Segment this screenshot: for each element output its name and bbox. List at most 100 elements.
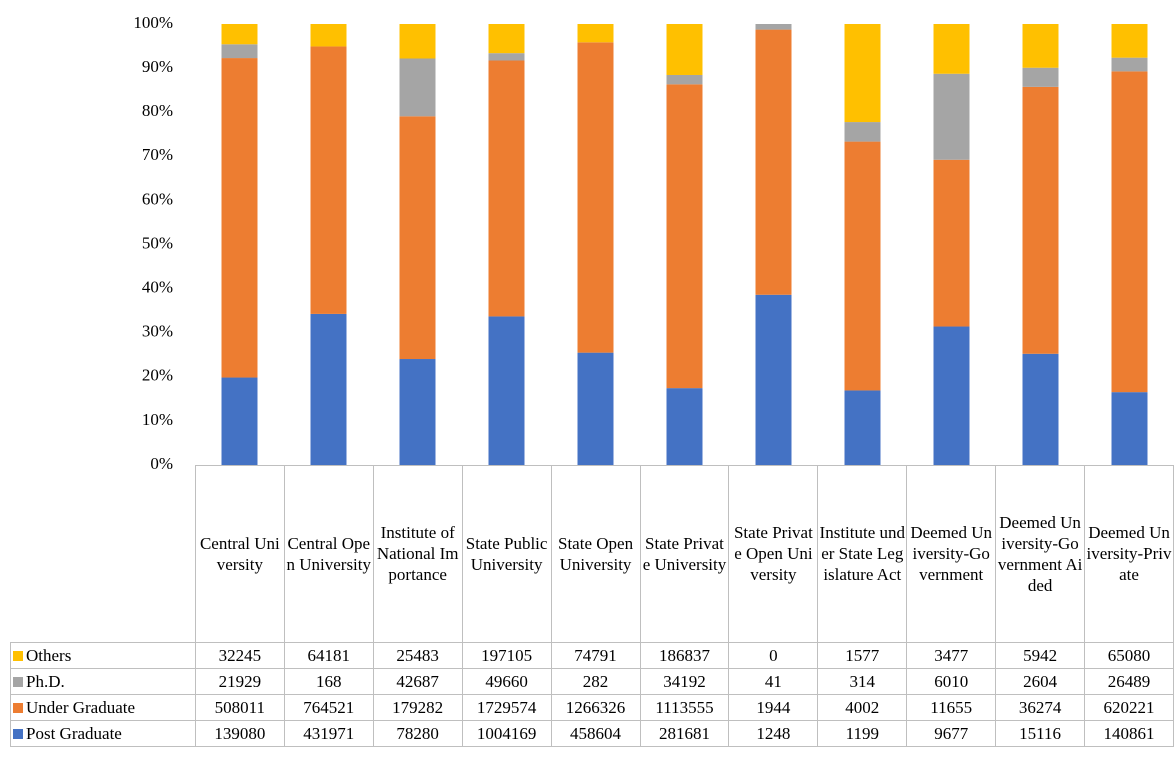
table-value: 25483 — [372, 641, 463, 669]
legend-key — [13, 702, 23, 713]
legend-entry: Under Graduate — [10, 693, 196, 721]
table-value: 1248 — [728, 719, 819, 747]
table-value: 620221 — [1084, 693, 1174, 721]
table-value: 3477 — [906, 641, 997, 669]
table-value: 6010 — [906, 667, 997, 695]
y-tick-label: 0% — [150, 454, 173, 470]
y-tick-label: 10% — [142, 410, 173, 429]
table-value: 431971 — [283, 719, 374, 747]
legend-key — [13, 676, 23, 687]
table-value: 139080 — [194, 719, 285, 747]
table-value: 34192 — [639, 667, 730, 695]
bar-segment — [666, 84, 703, 389]
bar-segment — [221, 24, 258, 45]
legend-label: Ph.D. — [26, 671, 65, 691]
legend-key — [13, 650, 23, 661]
table-value: 78280 — [372, 719, 463, 747]
bar-segment — [310, 46, 347, 314]
table-value: 2604 — [995, 667, 1086, 695]
bar-segment — [488, 60, 525, 317]
table-value: 26489 — [1084, 667, 1174, 695]
table-value: 42687 — [372, 667, 463, 695]
bar-segment — [221, 377, 258, 465]
table-value: 64181 — [283, 641, 374, 669]
bar-segment — [666, 74, 703, 85]
bar-segment — [221, 58, 258, 378]
chart: 0% 10% 20% 30% 40% 50% 60% 70% 80% 90% 100% — [133, 13, 1148, 470]
data-table: Central University Central Open Universit… — [10, 465, 1174, 747]
table-value: 1113555 — [639, 693, 730, 721]
bar-segment — [933, 24, 970, 74]
legend-entry: Ph.D. — [10, 667, 196, 695]
table-value: 179282 — [372, 693, 463, 721]
table-value: 5942 — [995, 641, 1086, 669]
category-label: Central University — [194, 465, 285, 643]
category-label: Institute under State Legislature Act — [817, 465, 908, 643]
corner — [11, 466, 196, 643]
bar-segment — [399, 116, 436, 360]
header-row: Central University Central Open Universit… — [11, 465, 1174, 643]
bar-segment — [1022, 24, 1059, 68]
bar-segment — [933, 159, 970, 327]
table-value: 15116 — [995, 719, 1086, 747]
bar-segment — [577, 42, 614, 353]
y-tick-label: 80% — [142, 101, 173, 120]
y-tick-label: 50% — [142, 233, 173, 252]
legend-label: Others — [26, 645, 72, 665]
table-value: 41 — [728, 667, 819, 695]
bar-segment — [1111, 57, 1148, 72]
table-value: 1266326 — [550, 693, 641, 721]
table-value: 186837 — [639, 641, 730, 669]
table-value: 9677 — [906, 719, 997, 747]
table-value: 764521 — [283, 693, 374, 721]
bar-segment — [666, 24, 703, 75]
table-value: 21929 — [194, 667, 285, 695]
table-value: 1004169 — [461, 719, 552, 747]
bar-segment — [1111, 71, 1148, 393]
bar-segment — [1111, 24, 1148, 58]
category-label: Central Open University — [283, 465, 374, 643]
table-value: 0 — [728, 641, 819, 669]
bar-segment — [844, 122, 881, 142]
bar-segment — [844, 390, 881, 465]
bar-segment — [310, 313, 347, 465]
y-tick-label: 90% — [142, 57, 173, 76]
category-label: State Open University — [550, 465, 641, 643]
table-value: 1199 — [817, 719, 908, 747]
table-value: 65080 — [1084, 641, 1174, 669]
bar-segment — [755, 29, 792, 295]
bar-segment — [1022, 67, 1059, 87]
y-tick-label: 20% — [142, 366, 173, 385]
y-tick-label: 100% — [133, 13, 173, 32]
bar-segment — [1111, 392, 1148, 465]
y-tick-label: 30% — [142, 322, 173, 341]
category-label: State Public University — [461, 465, 552, 643]
table-value: 282 — [550, 667, 641, 695]
category-label: Institute of National Importance — [372, 465, 463, 643]
bar-segment — [1022, 353, 1059, 465]
table-value: 314 — [817, 667, 908, 695]
table-value: 1944 — [728, 693, 819, 721]
bar-segment — [399, 24, 436, 59]
bar-segment — [1022, 86, 1059, 354]
table-value: 458604 — [550, 719, 641, 747]
y-tick-label: 60% — [142, 189, 173, 208]
table-value: 197105 — [461, 641, 552, 669]
category-label: State Private Open University — [728, 465, 819, 643]
bar-segment — [933, 326, 970, 465]
series-row: Others 32245 64181 25483 197105 74791 186837 0 1… — [10, 641, 1174, 669]
bar-segment — [221, 44, 258, 59]
table-value: 11655 — [906, 693, 997, 721]
table-value: 74791 — [550, 641, 641, 669]
bar-segment — [399, 58, 436, 117]
bar-segment — [488, 316, 525, 465]
category-label: Deemed University-Private — [1084, 465, 1174, 643]
bar-segment — [755, 24, 792, 30]
bar-segment — [755, 294, 792, 465]
legend-label: Post Graduate — [26, 723, 122, 743]
table-value: 1577 — [817, 641, 908, 669]
bar-segment — [666, 388, 703, 465]
bar-segment — [577, 352, 614, 465]
table-value: 140861 — [1084, 719, 1174, 747]
